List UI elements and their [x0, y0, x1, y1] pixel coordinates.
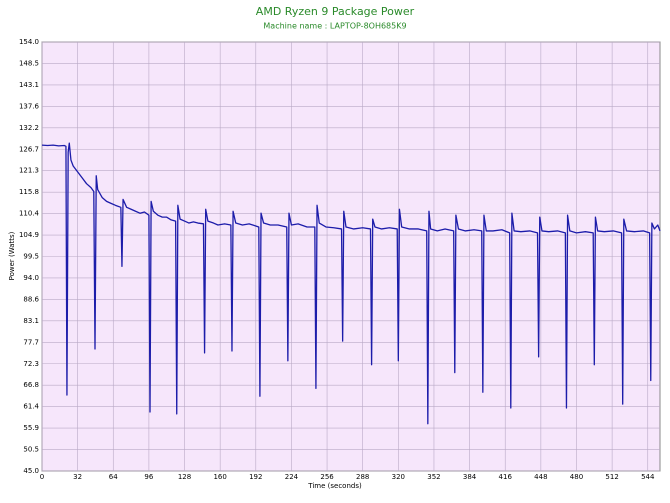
- x-tick-label: 544: [641, 473, 655, 481]
- x-tick-label: 32: [73, 473, 82, 481]
- y-tick-label: 132.2: [19, 124, 39, 132]
- x-tick-label: 192: [249, 473, 262, 481]
- x-tick-label: 416: [499, 473, 513, 481]
- y-tick-label: 110.4: [19, 210, 40, 218]
- x-tick-label: 0: [40, 473, 44, 481]
- y-tick-label: 104.9: [19, 231, 39, 239]
- y-tick-label: 121.3: [19, 167, 39, 175]
- x-tick-label: 512: [605, 473, 618, 481]
- x-tick-label: 128: [178, 473, 191, 481]
- x-tick-label: 480: [570, 473, 583, 481]
- x-tick-label: 64: [109, 473, 118, 481]
- y-tick-label: 143.1: [19, 81, 39, 89]
- x-tick-label: 288: [356, 473, 369, 481]
- x-tick-label: 320: [392, 473, 405, 481]
- x-tick-label: 256: [320, 473, 334, 481]
- x-tick-label: 96: [144, 473, 153, 481]
- x-tick-label: 384: [463, 473, 477, 481]
- y-tick-label: 77.7: [23, 338, 39, 346]
- power-line: [41, 142, 661, 425]
- y-tick-label: 72.3: [23, 360, 39, 368]
- y-tick-label: 126.7: [19, 145, 39, 153]
- chart-subtitle: Machine name : LAPTOP-8OH685K9: [263, 22, 406, 31]
- y-tick-label: 83.1: [23, 317, 39, 325]
- y-tick-label: 137.6: [19, 102, 40, 110]
- y-tick-label: 88.6: [23, 295, 39, 303]
- y-tick-label: 61.4: [23, 403, 39, 411]
- y-tick-label: 66.8: [23, 381, 39, 389]
- y-tick-label: 148.5: [19, 59, 39, 67]
- y-axis-label: Power (Watts): [8, 231, 16, 280]
- chart-title: AMD Ryzen 9 Package Power: [256, 5, 415, 18]
- x-tick-label: 224: [285, 473, 299, 481]
- x-axis-label: Time (seconds): [307, 482, 362, 490]
- x-tick-label: 448: [534, 473, 547, 481]
- y-tick-label: 50.5: [23, 446, 39, 454]
- x-tick-label: 160: [213, 473, 226, 481]
- y-tick-label: 99.5: [23, 253, 39, 261]
- y-tick-label: 154.0: [19, 38, 39, 46]
- y-tick-label: 94.0: [23, 274, 39, 282]
- x-tick-label: 352: [427, 473, 440, 481]
- y-tick-label: 45.0: [23, 467, 39, 475]
- y-tick-label: 115.8: [19, 188, 39, 196]
- y-tick-label: 55.9: [23, 424, 39, 432]
